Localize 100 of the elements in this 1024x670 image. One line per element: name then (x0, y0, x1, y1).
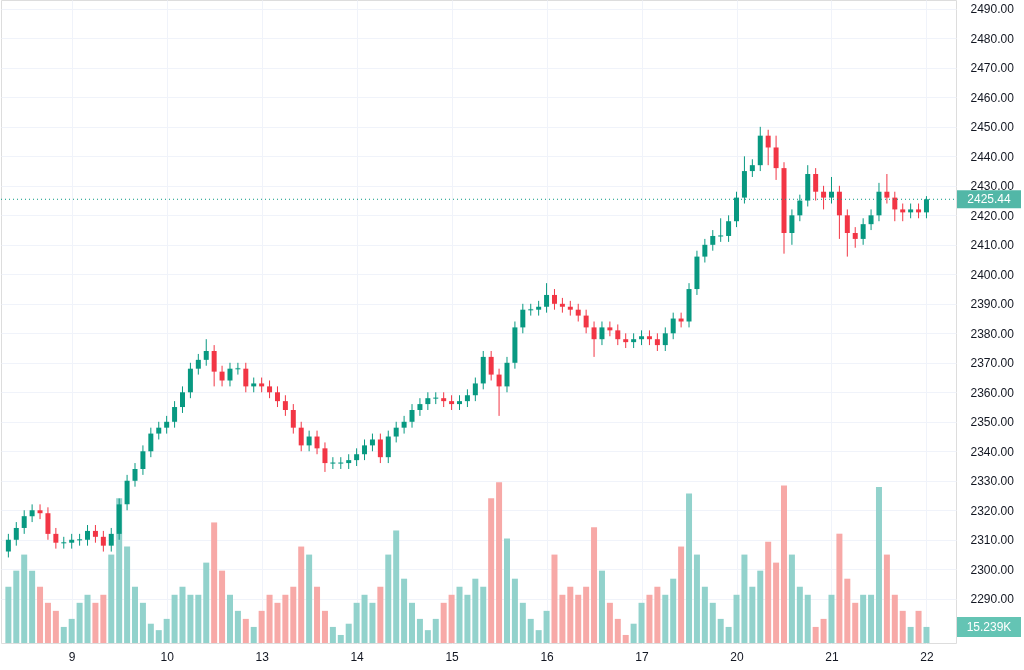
bar (155, 630, 162, 643)
candlestick (37, 503, 43, 520)
candlestick (662, 326, 668, 352)
candlestick (108, 527, 114, 553)
bar (686, 493, 693, 643)
candlestick (393, 421, 399, 443)
candlestick (5, 533, 11, 558)
bar (211, 522, 218, 643)
bar (195, 594, 202, 643)
bar (654, 586, 661, 643)
bar (306, 554, 313, 643)
bar (511, 578, 518, 643)
bar (37, 586, 44, 643)
y-tick-label: 2320.00 (970, 503, 1015, 518)
y-tick-label: 2450.00 (970, 120, 1015, 135)
bar (836, 533, 843, 643)
candlestick (852, 226, 858, 249)
bar (781, 485, 787, 643)
candlestick (306, 430, 312, 452)
candlestick (678, 312, 684, 328)
bar (448, 594, 455, 643)
bar (282, 594, 289, 643)
candlestick (844, 208, 850, 258)
bar (852, 602, 859, 643)
bar (139, 602, 146, 643)
candlestick (821, 185, 827, 210)
bar (622, 634, 629, 643)
bar (915, 610, 922, 643)
bar (298, 546, 305, 643)
candlestick (583, 309, 589, 334)
candlestick (227, 362, 233, 387)
bar (258, 610, 265, 643)
bar (401, 578, 408, 643)
candlestick (53, 527, 59, 550)
candlestick (401, 415, 407, 435)
bar (630, 623, 637, 643)
y-tick-label: 2490.00 (970, 2, 1015, 17)
bar (100, 594, 107, 643)
bar (883, 554, 890, 643)
candlestick (615, 323, 621, 346)
candlestick (417, 397, 423, 417)
x-tick-label: 21 (825, 649, 839, 664)
bar (242, 618, 249, 643)
bar (583, 586, 590, 643)
candlestick (836, 185, 842, 240)
bar (868, 594, 875, 643)
bar (44, 602, 51, 643)
bar (163, 618, 170, 643)
candlestick (298, 421, 304, 452)
y-tick-label: 2410.00 (970, 238, 1015, 253)
candlestick (813, 167, 819, 202)
bar (92, 602, 99, 643)
bar (21, 554, 28, 643)
bar (765, 541, 772, 643)
bar (812, 626, 819, 643)
y-tick-label: 2340.00 (970, 444, 1015, 459)
y-tick-label: 2370.00 (970, 356, 1015, 371)
y-tick-label: 2290.00 (970, 592, 1015, 607)
bar (598, 570, 605, 643)
bar (147, 623, 154, 643)
candlestick (702, 238, 708, 264)
candlestick (599, 321, 605, 346)
candlestick (282, 394, 288, 417)
candlestick (409, 403, 415, 429)
bar (844, 578, 851, 643)
y-tick-label: 2330.00 (970, 474, 1015, 489)
bar (353, 602, 360, 643)
bar (551, 554, 558, 643)
bar (899, 610, 906, 643)
bar (416, 618, 423, 643)
bar (329, 626, 336, 643)
bar (124, 546, 131, 643)
candlestick (274, 385, 280, 408)
bar (670, 578, 677, 643)
candlestick (868, 208, 874, 231)
candlestick (551, 288, 557, 311)
bar (535, 630, 542, 643)
ref-line-label: 2425.44 (967, 192, 1012, 207)
y-tick-label: 2300.00 (970, 562, 1015, 577)
bar (52, 610, 59, 643)
bar (860, 594, 867, 643)
bar (757, 570, 764, 643)
bar (187, 594, 194, 643)
candlestick (172, 400, 178, 429)
bar (773, 562, 780, 643)
candlestick (29, 503, 35, 523)
candlestick (21, 509, 27, 535)
candlestick (132, 462, 138, 488)
candlestick (219, 365, 225, 387)
bar (76, 602, 83, 643)
candlestick (243, 362, 249, 393)
candlestick (290, 403, 296, 435)
candlestick (85, 524, 91, 547)
candlestick (773, 135, 779, 181)
bar (132, 586, 139, 643)
bar (108, 554, 115, 643)
candlestick (607, 321, 613, 337)
candlestick (100, 530, 106, 553)
bar (321, 610, 328, 643)
bar (13, 570, 20, 643)
